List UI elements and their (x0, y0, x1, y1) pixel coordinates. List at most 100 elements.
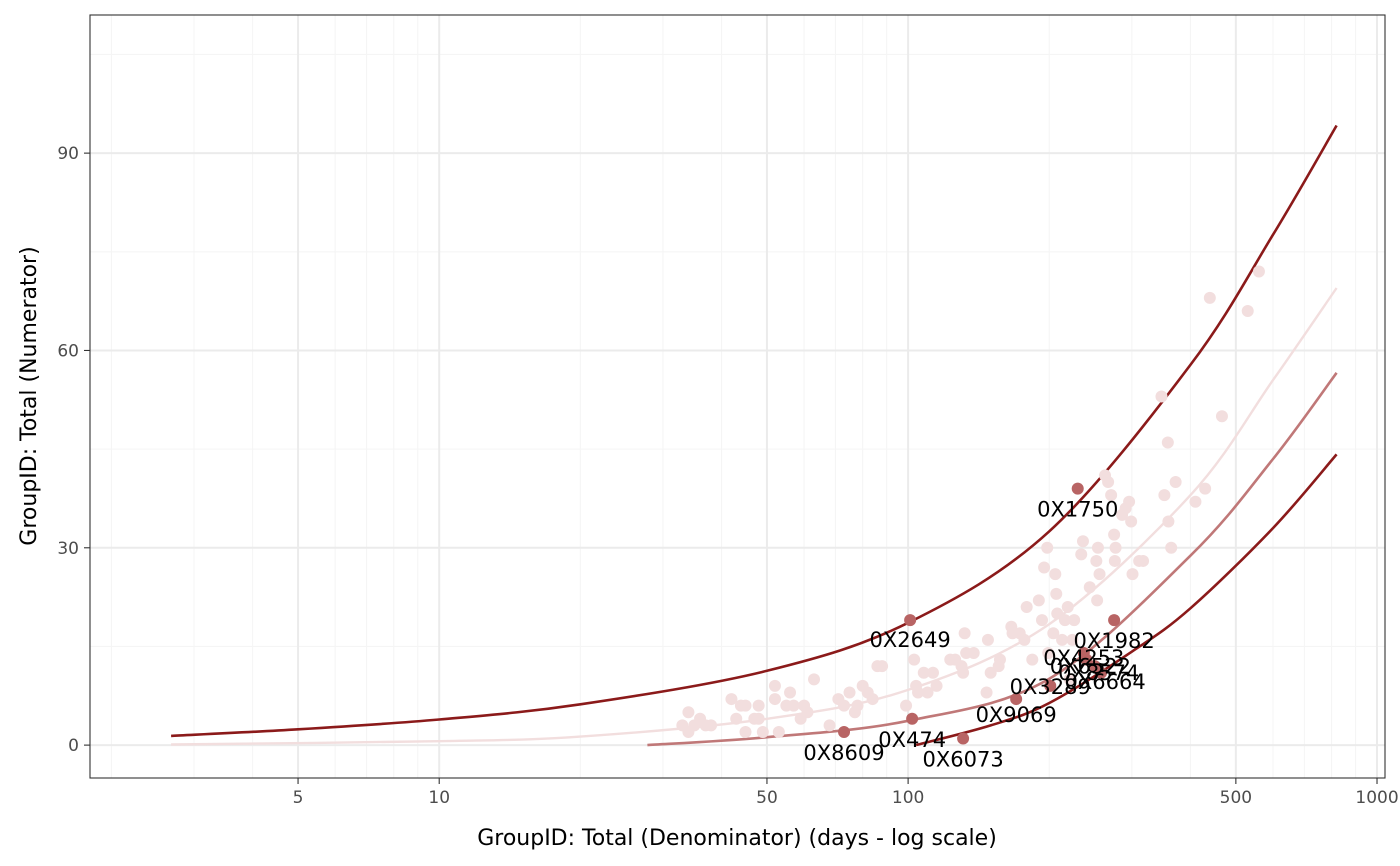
data-point (739, 725, 752, 738)
data-point (912, 686, 925, 699)
data-point (921, 686, 934, 699)
data-point (1109, 541, 1122, 554)
data-point (768, 679, 781, 692)
data-point (981, 633, 994, 646)
y-tick-label: 60 (57, 341, 79, 361)
data-point (1155, 390, 1168, 403)
data-point (1137, 554, 1150, 567)
control-line (915, 453, 1338, 747)
data-point (752, 712, 765, 725)
data-point (705, 719, 718, 732)
data-point (1105, 489, 1118, 502)
control-line (171, 287, 1338, 746)
data-point (1020, 600, 1033, 613)
data-point (926, 666, 939, 679)
y-axis-ticks: 0 30 60 90 (57, 144, 90, 756)
flagged-data-point (904, 614, 917, 627)
data-point (908, 653, 921, 666)
data-point (808, 673, 821, 686)
point-label: 0X8574 (1058, 661, 1139, 685)
points-layer (676, 265, 1265, 745)
data-point (838, 699, 851, 712)
data-point (917, 666, 930, 679)
data-point (1126, 568, 1139, 581)
data-point (1189, 495, 1202, 508)
data-point (1090, 554, 1103, 567)
data-point (930, 679, 943, 692)
point-label: 0X1750 (1037, 498, 1118, 522)
data-point (958, 627, 971, 640)
point-label: 0X1982 (1074, 629, 1155, 653)
data-point (1036, 614, 1049, 627)
data-point (1018, 633, 1031, 646)
data-point (1108, 554, 1121, 567)
data-point (1049, 568, 1062, 581)
data-point (1041, 541, 1054, 554)
data-point (1199, 482, 1212, 495)
data-point (1038, 561, 1051, 574)
data-point (1093, 568, 1106, 581)
data-point (1203, 291, 1216, 304)
data-point (1102, 476, 1115, 489)
data-point (967, 647, 980, 660)
data-point (1042, 647, 1055, 660)
grid-major (90, 15, 1385, 778)
data-point (682, 706, 695, 719)
data-point (1050, 587, 1063, 600)
flagged-data-point (1010, 693, 1023, 706)
data-point (784, 686, 797, 699)
point-label: 0X9069 (976, 703, 1057, 727)
flagged-data-point (1080, 653, 1093, 666)
x-axis-title: GroupID: Total (Denominator) (days - log… (477, 826, 997, 851)
point-label: 0X474 (878, 728, 946, 752)
point-label: 0X3289 (1010, 675, 1091, 699)
point-label: 0X4253 (1043, 646, 1124, 670)
panel-border (89, 14, 1386, 779)
control-line (647, 372, 1338, 747)
series-layer (171, 124, 1338, 747)
data-point (1063, 673, 1076, 686)
data-point (1123, 495, 1136, 508)
data-point (1252, 265, 1265, 278)
flagged-data-point (1095, 666, 1108, 679)
point-label: 0X6522 (1050, 655, 1131, 679)
data-point (739, 699, 752, 712)
data-point (851, 699, 864, 712)
data-point (1125, 515, 1138, 528)
data-point (1075, 548, 1088, 561)
data-point (1091, 594, 1104, 607)
data-point (1058, 614, 1071, 627)
point-label: 0X2649 (870, 628, 951, 652)
y-tick-label: 30 (57, 539, 79, 559)
grid-minor (90, 15, 1385, 778)
data-point (1083, 581, 1096, 594)
data-point (725, 693, 738, 706)
y-tick-label: 90 (57, 144, 79, 164)
y-axis-title: GroupID: Total (Numerator) (17, 246, 42, 545)
point-labels-layer: 0X1750 0X2649 0X19820X42530X65220X85740X66… (803, 498, 1154, 772)
x-tick-label: 5 (293, 788, 304, 808)
data-point (1061, 600, 1074, 613)
flagged-data-point (1108, 614, 1121, 627)
data-point (876, 660, 889, 673)
x-tick-label: 500 (1220, 788, 1252, 808)
x-tick-label: 10 (428, 788, 450, 808)
data-point (957, 666, 970, 679)
data-point (730, 712, 743, 725)
flagged-data-point (906, 712, 919, 725)
data-point (1158, 489, 1171, 502)
data-point (866, 693, 879, 706)
x-tick-label: 1000 (1355, 788, 1398, 808)
data-point (1068, 614, 1081, 627)
data-point (772, 725, 785, 738)
data-point (1056, 633, 1069, 646)
data-point (1108, 528, 1121, 541)
control-line (171, 124, 1338, 738)
x-axis-ticks: 5 10 50 100 500 1000 (293, 778, 1399, 808)
y-tick-label: 0 (68, 736, 79, 756)
data-point (1066, 633, 1079, 646)
data-point (752, 699, 765, 712)
data-point (1161, 436, 1174, 449)
flagged-data-point (1044, 679, 1057, 692)
